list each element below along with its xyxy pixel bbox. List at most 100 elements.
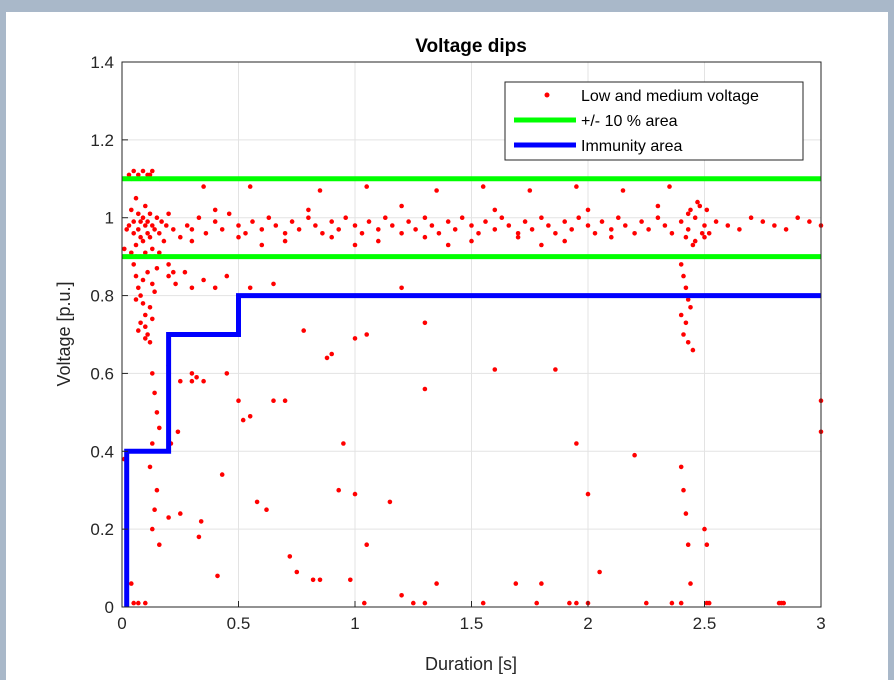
data-point xyxy=(683,234,689,240)
data-point xyxy=(706,600,712,606)
y-tick-label: 0.2 xyxy=(90,520,114,539)
data-point xyxy=(152,390,157,396)
data-point xyxy=(157,542,162,547)
data-point xyxy=(623,223,628,228)
ticks: 0 0.5 1 1.5 2 2.5 3 0 0.2 0.4 0.6 0.8 1 1.2 1.4 xyxy=(90,53,825,633)
data-point xyxy=(131,600,136,606)
data-point xyxy=(737,227,742,232)
data-point xyxy=(434,581,439,586)
y-tick-label: 1.4 xyxy=(90,53,114,72)
data-point xyxy=(609,234,614,240)
data-point xyxy=(282,398,288,404)
data-point xyxy=(748,215,754,220)
y-tick-label: 0.4 xyxy=(90,442,114,461)
data-point xyxy=(772,223,777,228)
data-point xyxy=(131,168,136,174)
data-point xyxy=(364,542,370,547)
data-point xyxy=(189,378,195,384)
data-point xyxy=(429,223,435,228)
data-point xyxy=(422,600,428,606)
data-point xyxy=(212,207,218,213)
data-point xyxy=(171,227,176,232)
data-point xyxy=(406,219,411,224)
data-point xyxy=(129,581,134,586)
y-tick-label: 0.6 xyxy=(90,364,114,383)
data-point xyxy=(553,367,558,372)
data-point xyxy=(161,238,167,244)
data-point xyxy=(147,340,153,345)
data-point xyxy=(175,429,181,435)
data-point xyxy=(124,227,129,232)
data-point xyxy=(236,398,241,404)
data-point xyxy=(452,227,458,232)
data-point xyxy=(562,219,567,224)
data-point xyxy=(683,285,689,291)
legend-label-area: +/- 10 % area xyxy=(581,113,678,130)
data-point xyxy=(685,211,691,217)
data-point xyxy=(562,238,567,244)
data-point xyxy=(306,207,311,213)
data-point xyxy=(294,569,300,575)
chart: 0 0.5 1 1.5 2 2.5 3 0 0.2 0.4 0.6 0.8 1 1.2 1.4 Voltag… xyxy=(54,36,826,674)
data-point xyxy=(136,227,141,232)
data-point xyxy=(219,472,225,477)
data-point xyxy=(364,332,370,337)
data-point xyxy=(247,285,253,291)
data-point xyxy=(203,231,209,236)
data-point xyxy=(147,464,153,470)
data-point xyxy=(704,542,710,547)
data-point xyxy=(138,234,143,240)
data-point xyxy=(411,600,416,606)
data-point xyxy=(240,417,246,423)
data-point xyxy=(129,250,134,256)
data-point xyxy=(690,242,696,248)
x-tick-label: 3 xyxy=(816,614,825,633)
data-point xyxy=(138,320,143,326)
data-point xyxy=(483,219,488,224)
data-point xyxy=(271,398,276,404)
data-point xyxy=(145,269,150,275)
data-point xyxy=(189,371,195,376)
data-point xyxy=(692,215,698,220)
data-point xyxy=(662,223,668,228)
data-point xyxy=(259,227,265,232)
data-point xyxy=(574,600,579,606)
data-point xyxy=(166,211,171,217)
data-point xyxy=(685,297,691,302)
data-point xyxy=(667,184,672,189)
data-point xyxy=(383,215,388,220)
data-point xyxy=(469,223,474,228)
data-point xyxy=(150,441,155,446)
data-point xyxy=(534,600,539,606)
data-point xyxy=(259,242,265,248)
data-point xyxy=(704,207,710,213)
data-point xyxy=(513,581,519,586)
data-point xyxy=(136,172,141,178)
data-point xyxy=(133,297,139,302)
data-point xyxy=(201,378,206,384)
data-point xyxy=(553,231,558,236)
data-point xyxy=(152,507,157,512)
data-point xyxy=(783,227,789,232)
data-point xyxy=(317,577,323,583)
data-point xyxy=(399,203,404,209)
data-point xyxy=(250,219,255,224)
x-tick-label: 1.5 xyxy=(460,614,484,633)
data-point xyxy=(515,231,521,236)
data-point xyxy=(136,285,141,291)
data-point xyxy=(150,281,155,287)
data-point xyxy=(201,277,206,283)
data-point xyxy=(143,312,148,318)
legend-label-immunity: Immunity area xyxy=(581,138,682,155)
data-point xyxy=(352,336,358,341)
data-point xyxy=(140,301,146,306)
data-point xyxy=(215,573,220,579)
data-point xyxy=(445,242,451,248)
data-point xyxy=(143,600,148,606)
data-point xyxy=(182,269,188,275)
data-point xyxy=(492,227,498,232)
data-point xyxy=(576,215,581,220)
data-point xyxy=(133,195,139,201)
data-point xyxy=(140,168,146,174)
data-point xyxy=(194,375,199,380)
